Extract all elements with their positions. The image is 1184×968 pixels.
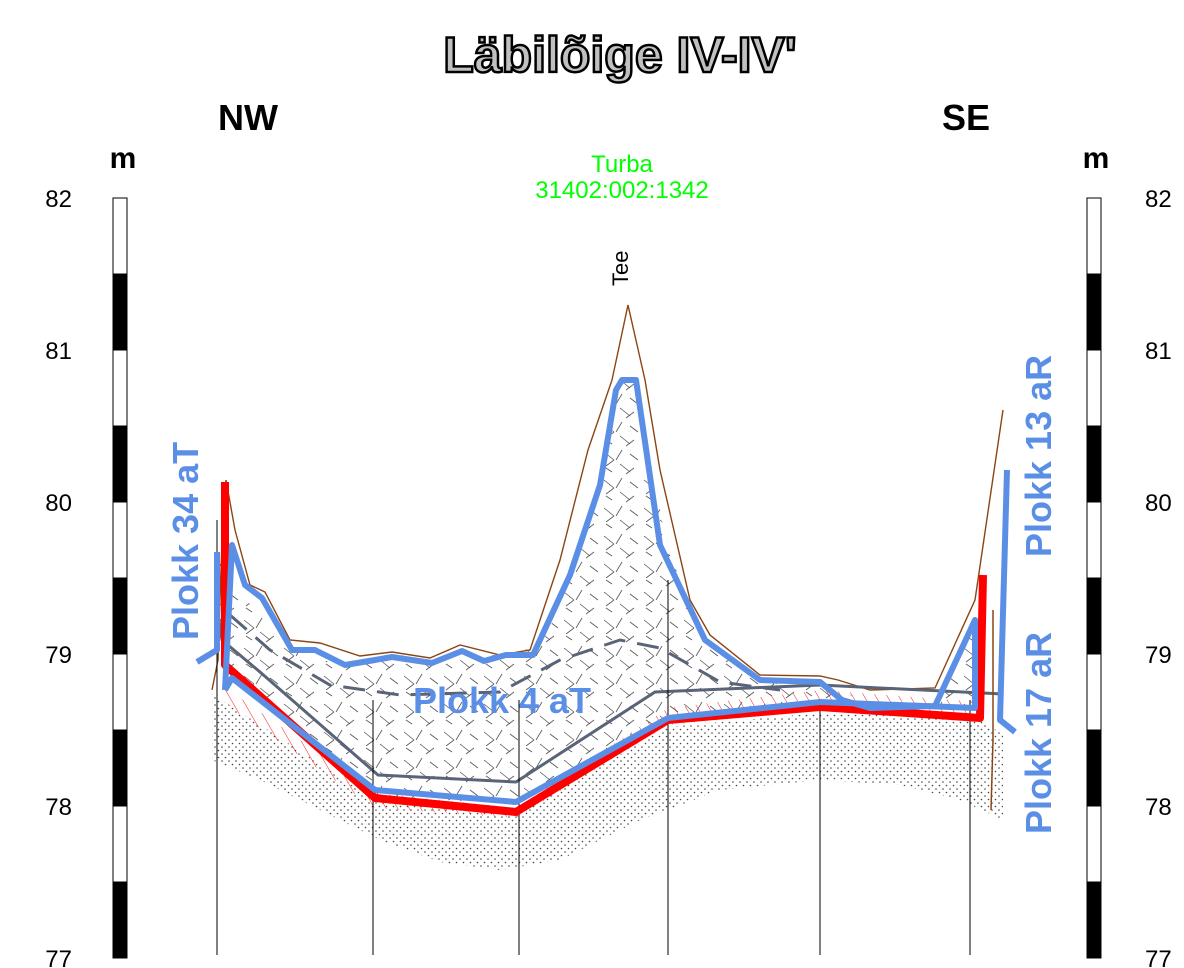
block-13-label: Plokk 13 aR: [1018, 355, 1059, 557]
block-4-outline: [222, 377, 978, 805]
scale-tick-label-left: 79: [45, 642, 72, 669]
block-34-label: Plokk 34 aT: [165, 442, 206, 640]
scale-segment: [1086, 577, 1102, 655]
elevation-scale-right: 82 81 80 79 78 77: [1086, 186, 1172, 968]
scale-segment: [112, 425, 128, 503]
scale-segment: [112, 653, 128, 731]
borehole-marker-right: [990, 610, 994, 811]
scale-segment: [112, 805, 128, 883]
scale-tick-label-left: 78: [45, 794, 72, 821]
block-13-outline: [997, 469, 1017, 735]
scale-segment: [1086, 881, 1102, 959]
scale-segment: [1086, 729, 1102, 807]
scale-tick-label-left: 80: [45, 490, 72, 517]
scale-segment: [112, 729, 128, 807]
scale-tick-label-left: 77: [45, 946, 72, 968]
scale-segment: [1086, 805, 1102, 883]
scale-segment: [1086, 349, 1102, 427]
scale-segment: [112, 197, 128, 275]
scale-segment: [1086, 273, 1102, 351]
scale-segment: [112, 273, 128, 351]
block-17-label: Plokk 17 aR: [1018, 632, 1059, 834]
scale-tick-label-left: 81: [45, 338, 72, 365]
block-4-label: Plokk 4 aT: [413, 680, 591, 721]
scale-tick-label-right: 82: [1145, 186, 1172, 213]
scale-segment: [1086, 197, 1102, 275]
unit-label-left: m: [110, 142, 137, 175]
scale-tick-label-right: 81: [1145, 338, 1172, 365]
sand-layer: [212, 690, 1003, 870]
scale-segment: [112, 501, 128, 579]
scale-segment: [1086, 653, 1102, 731]
scale-segment: [1086, 501, 1102, 579]
scale-segment: [112, 881, 128, 959]
mineral-bottom-line: [221, 482, 987, 816]
ground-surface-line: [211, 304, 1004, 691]
block-34-outline: [195, 552, 220, 665]
layer-boundary-dashed: [229, 613, 781, 697]
unit-label-right: m: [1083, 142, 1110, 175]
diagram-title: Läbilõige IV-IV': [443, 27, 797, 83]
scale-tick-label-right: 78: [1145, 794, 1172, 821]
scale-segment: [1086, 425, 1102, 503]
scale-tick-label-right: 79: [1145, 642, 1172, 669]
direction-left-label: NW: [218, 97, 278, 138]
scale-tick-label-right: 77: [1145, 946, 1172, 968]
contact-zone: [222, 685, 980, 818]
scale-tick-label-right: 80: [1145, 490, 1172, 517]
scale-segment: [112, 349, 128, 427]
elevation-scale-left: 82 81 80 79 78 77: [45, 186, 128, 968]
scale-tick-label-left: 82: [45, 186, 72, 213]
deposit-name: Turba: [591, 151, 653, 178]
road-label: Tee: [608, 251, 633, 286]
scale-segment: [112, 577, 128, 655]
direction-right-label: SE: [942, 97, 990, 138]
deposit-code: 31402:002:1342: [535, 177, 709, 204]
